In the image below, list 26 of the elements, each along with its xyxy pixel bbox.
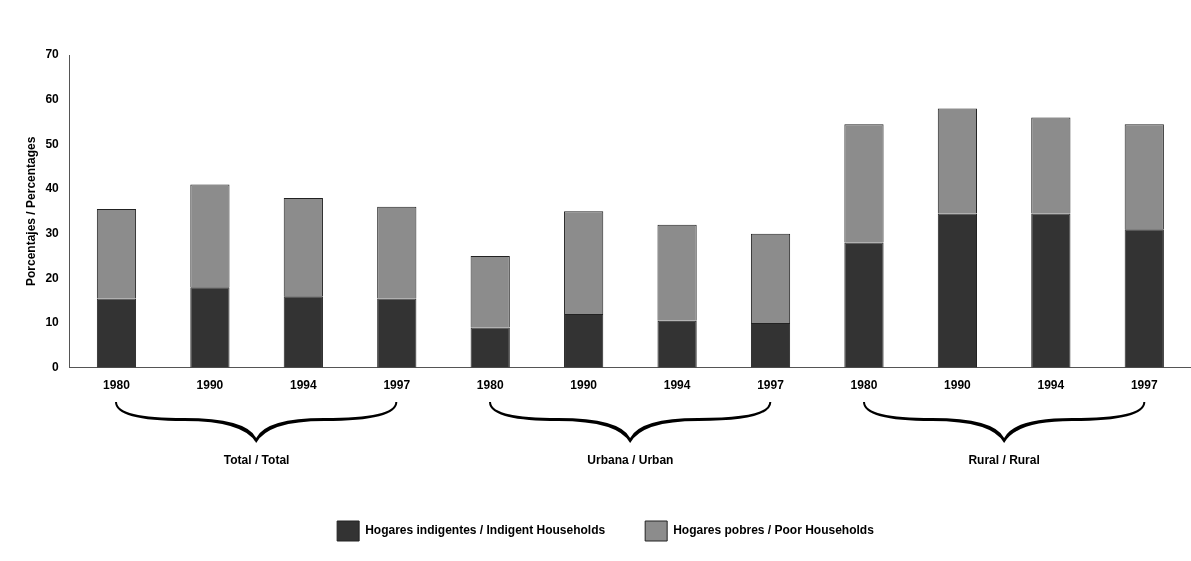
text: Rural / Rural xyxy=(968,452,1040,467)
x-tick-label: 1990 xyxy=(196,378,224,393)
x-tick-label: 1997 xyxy=(1130,378,1158,393)
x-tick-label: 1990 xyxy=(944,378,972,393)
x-tick-label: 1990 xyxy=(570,378,598,393)
y-tick-label: 40 xyxy=(45,181,60,196)
legend-label: Hogares pobres / Poor Households xyxy=(673,523,875,538)
text: Urbana / Urban xyxy=(587,452,674,467)
y-tick-label: 70 xyxy=(45,47,60,62)
y-tick-label: 30 xyxy=(45,225,60,240)
y-tick-label: 20 xyxy=(45,270,60,285)
y-tick-label: 60 xyxy=(45,91,60,106)
x-tick-label: 1997 xyxy=(757,378,785,393)
x-tick-label: 1994 xyxy=(289,378,318,393)
x-tick-label: 1994 xyxy=(663,378,691,393)
x-tick-label: 1980 xyxy=(103,378,131,393)
y-axis-title: Porcentajes / Percentages xyxy=(23,136,38,287)
legend-label: Hogares indigentes / Indigent Households xyxy=(365,523,606,538)
x-tick-label: 1980 xyxy=(850,378,878,393)
text: Total / Total xyxy=(223,452,290,467)
x-tick-label: 1997 xyxy=(383,378,411,393)
x-tick-label: 1994 xyxy=(1037,378,1065,393)
y-tick-label: 50 xyxy=(45,136,60,151)
y-tick-label: 0 xyxy=(52,359,60,374)
x-tick-label: 1980 xyxy=(476,378,504,393)
y-tick-label: 10 xyxy=(45,315,60,330)
